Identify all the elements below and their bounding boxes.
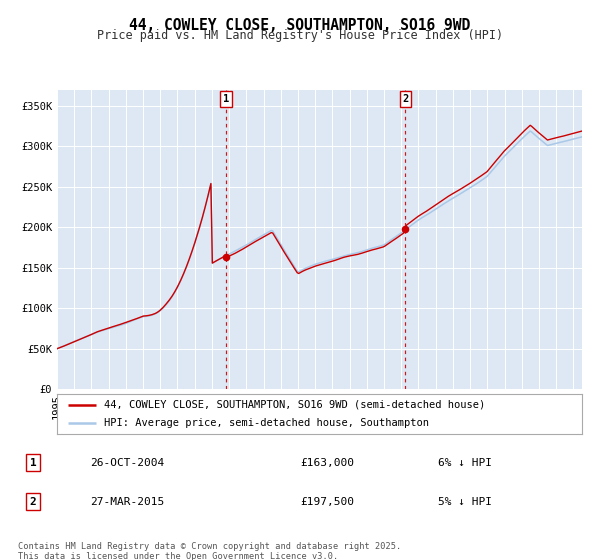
Text: £163,000: £163,000 — [300, 458, 354, 468]
Text: 1: 1 — [223, 94, 229, 104]
Text: 26-OCT-2004: 26-OCT-2004 — [90, 458, 164, 468]
Text: 44, COWLEY CLOSE, SOUTHAMPTON, SO16 9WD: 44, COWLEY CLOSE, SOUTHAMPTON, SO16 9WD — [130, 18, 470, 34]
Text: 1: 1 — [29, 458, 37, 468]
Text: Price paid vs. HM Land Registry's House Price Index (HPI): Price paid vs. HM Land Registry's House … — [97, 29, 503, 42]
Text: Contains HM Land Registry data © Crown copyright and database right 2025.
This d: Contains HM Land Registry data © Crown c… — [18, 542, 401, 560]
Text: HPI: Average price, semi-detached house, Southampton: HPI: Average price, semi-detached house,… — [104, 418, 429, 428]
Text: 2: 2 — [402, 94, 409, 104]
Text: 44, COWLEY CLOSE, SOUTHAMPTON, SO16 9WD (semi-detached house): 44, COWLEY CLOSE, SOUTHAMPTON, SO16 9WD … — [104, 400, 485, 409]
Text: £197,500: £197,500 — [300, 497, 354, 507]
Text: 5% ↓ HPI: 5% ↓ HPI — [438, 497, 492, 507]
Text: 2: 2 — [29, 497, 37, 507]
Text: 6% ↓ HPI: 6% ↓ HPI — [438, 458, 492, 468]
Text: 27-MAR-2015: 27-MAR-2015 — [90, 497, 164, 507]
